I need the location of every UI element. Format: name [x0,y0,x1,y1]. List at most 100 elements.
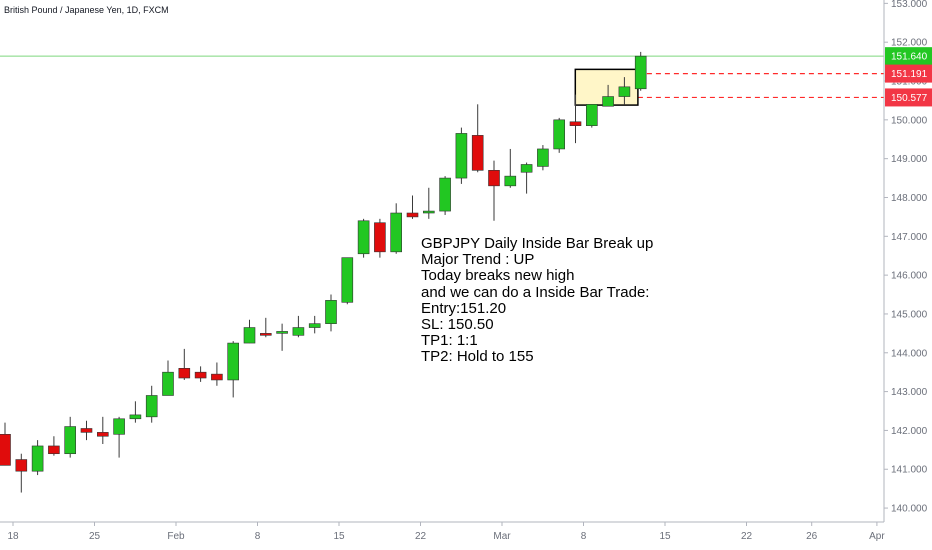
candle [439,176,451,215]
candle-body-up [308,323,321,328]
candle-body-down [488,170,500,187]
price-tick-label: 146.000 [891,271,928,282]
candle [422,187,435,219]
price-tick-label: 143.000 [891,387,928,398]
stop-price-text: 150.577 [891,93,928,104]
candle-body-down [80,428,93,433]
candle-body-up [553,119,566,150]
candle [31,440,44,476]
stop-price-badge [885,88,932,107]
candle [97,416,109,445]
candle [585,104,598,128]
candle [162,360,174,396]
price-tick-label: 153.000 [891,0,928,10]
time-axis: 18 25 Feb 8 15 22 Mar 8 15 22 26 Apr [0,521,885,542]
price-tick-label: 142.000 [891,426,928,437]
candle-body-down [471,135,484,171]
price-levels [0,55,884,99]
current-price-text: 151.640 [891,52,928,63]
time-tick-label: 25 [89,531,101,542]
candle-body-down [0,434,11,466]
time-tick-label: 8 [581,531,587,542]
candle [48,436,60,456]
candle-body-down [97,432,109,437]
candle-body-down [48,445,60,455]
candle-body-up [341,257,354,303]
time-tick-label: 26 [806,531,818,542]
candle [113,416,125,458]
candle-body-up [243,327,256,344]
candle-body-down [15,459,28,472]
time-tick-label: 18 [7,531,19,542]
price-tick-label: 147.000 [891,232,928,243]
candle [178,348,191,380]
candle [64,416,76,458]
time-tick-label: 8 [255,531,261,542]
trade-annotation[interactable]: GBPJPY Daily Inside Bar Break up Major T… [421,235,654,366]
candle-body-up [113,418,125,435]
annotation-line: Major Trend : UP [421,251,535,269]
annotation-line: Entry:151.20 [421,299,507,317]
candle-body-up [634,55,647,90]
symbol-title: British Pound / Japanese Yen, 1D, FXCM [4,5,169,15]
candle-body-up [455,133,468,179]
candle-body-down [259,333,272,336]
candle-body-up [129,414,142,420]
time-tick-label: Apr [869,531,885,542]
annotation-line: TP1: 1:1 [421,332,478,350]
candle [537,145,549,171]
candle [504,148,517,188]
price-tick-label: 141.000 [891,465,928,476]
candle [455,127,468,184]
candle-body-up [276,331,288,334]
candle [602,84,614,107]
annotation-line: and we can do a Inside Bar Trade: [421,283,650,301]
candle [341,257,354,305]
candle-body-up [422,210,435,214]
candle [569,94,582,144]
time-tick-label: 22 [741,531,753,542]
candle [390,203,403,254]
candle [374,218,386,258]
candle-body-up [31,445,44,472]
candle [488,160,500,221]
candle [553,117,566,153]
candle-body-up [145,395,158,418]
annotation-line: GBPJPY Daily Inside Bar Break up [421,235,654,252]
candle [325,294,337,332]
time-tick-label: Mar [493,531,511,542]
candle [194,366,207,382]
candle [0,422,11,466]
candle [211,362,223,386]
annotation-line: SL: 150.50 [421,316,494,334]
candles [0,51,647,493]
candle-body-up [618,86,631,97]
candle-body-up [64,426,76,455]
candle-body-down [569,121,582,126]
candle-body-up [585,104,598,126]
candle [276,323,288,351]
candle-body-up [357,220,370,255]
candle-body-down [194,371,207,379]
entry-price-badge [885,64,932,83]
candle [292,315,305,338]
candle-body-up [520,164,533,173]
entry-price-text: 151.191 [891,69,928,80]
candle [259,317,272,338]
candle [618,77,631,105]
time-tick-label: Feb [167,531,185,542]
candle-body-up [390,212,403,253]
candle [471,104,484,173]
candle [129,401,142,423]
candle [227,341,239,398]
price-tick-label: 140.000 [891,504,928,515]
price-tick-label: 150.000 [891,115,928,126]
candle-body-down [178,368,191,379]
candle-body-up [227,342,239,381]
candle-body-up [504,175,517,187]
candle [406,195,419,219]
candle-body-up [292,327,305,336]
candle-body-up [537,148,549,167]
